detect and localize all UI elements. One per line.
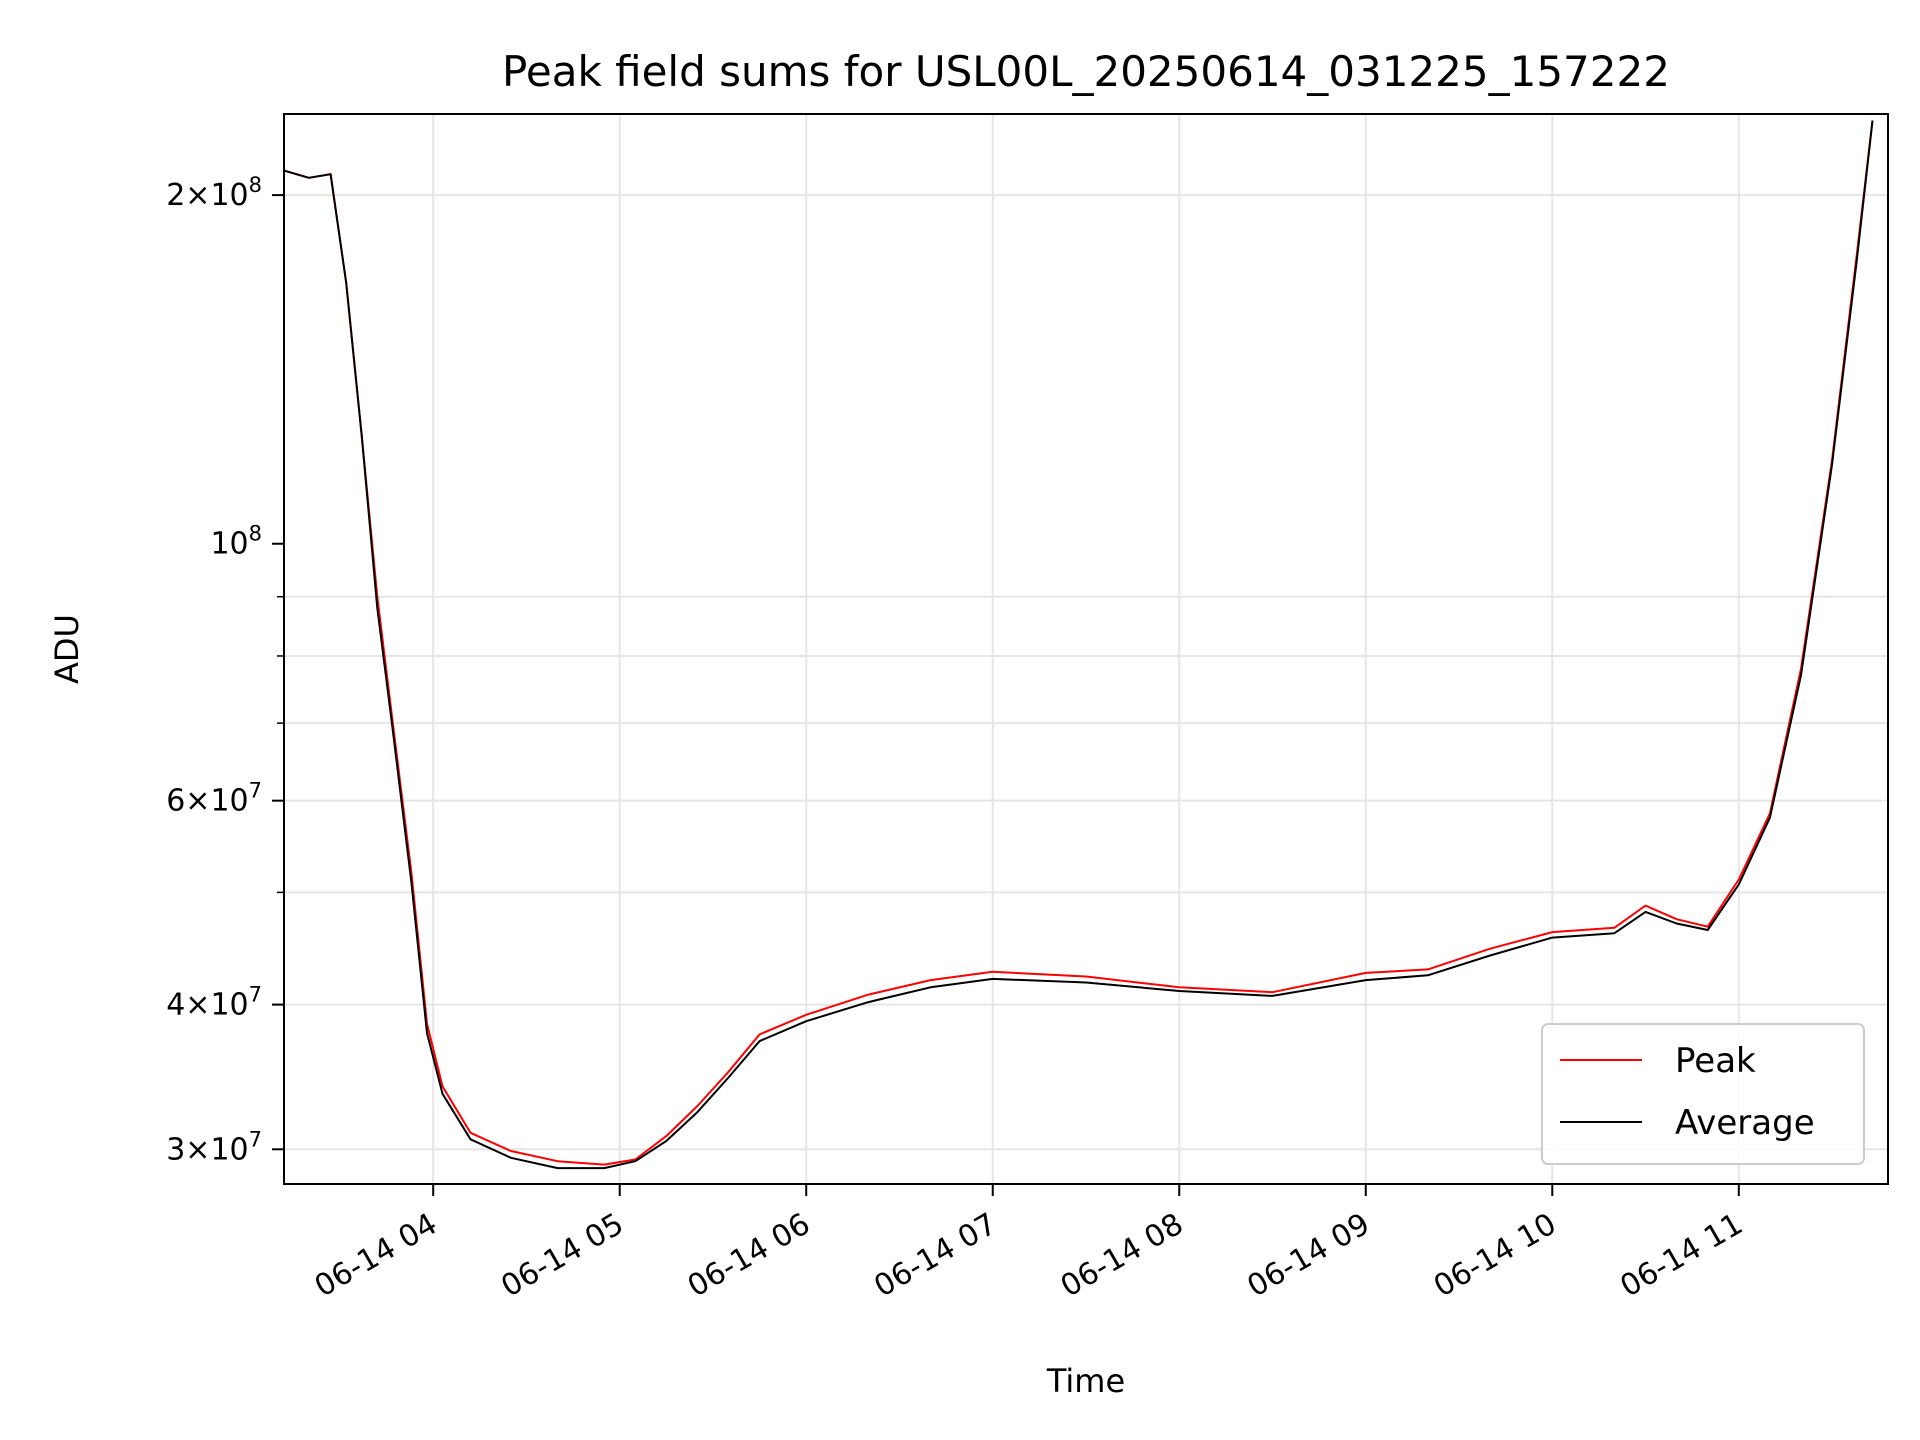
y-axis: 3×107 4×107 6×107 108 2×108	[166, 173, 284, 1167]
x-tick-label: 06-14 10	[1428, 1207, 1562, 1305]
chart-title: Peak field sums for USL00L_20250614_0312…	[502, 47, 1670, 96]
x-tick-label: 06-14 05	[495, 1207, 629, 1305]
legend-label-peak: Peak	[1675, 1041, 1756, 1081]
series-layer	[283, 120, 1874, 1170]
grid-lines	[284, 114, 1888, 1184]
x-tick-label: 06-14 07	[868, 1207, 1002, 1305]
legend: Peak Average	[1541, 1023, 1865, 1165]
y-tick-label: 4×107	[166, 983, 262, 1023]
x-tick-label: 06-14 06	[682, 1207, 816, 1305]
y-tick-label: 6×107	[166, 779, 262, 819]
y-tick-label: 2×108	[166, 173, 262, 213]
average-series-line	[283, 120, 1874, 1170]
legend-label-average: Average	[1675, 1103, 1815, 1143]
peak-series-line	[283, 120, 1874, 1166]
y-axis-title: ADU	[48, 614, 86, 684]
plot-frame	[283, 113, 1889, 1185]
x-tick-label: 06-14 08	[1055, 1207, 1189, 1305]
x-tick-label: 06-14 09	[1241, 1207, 1375, 1305]
y-tick-label: 108	[210, 522, 262, 562]
x-tick-label: 06-14 11	[1614, 1207, 1748, 1305]
x-tick-label: 06-14 04	[309, 1207, 443, 1305]
y-tick-label: 3×107	[166, 1127, 262, 1167]
x-axis: 06-14 04 06-14 05 06-14 06 06-14 07 06-14 08…	[309, 1184, 1749, 1304]
x-axis-title: Time	[1046, 1362, 1125, 1400]
